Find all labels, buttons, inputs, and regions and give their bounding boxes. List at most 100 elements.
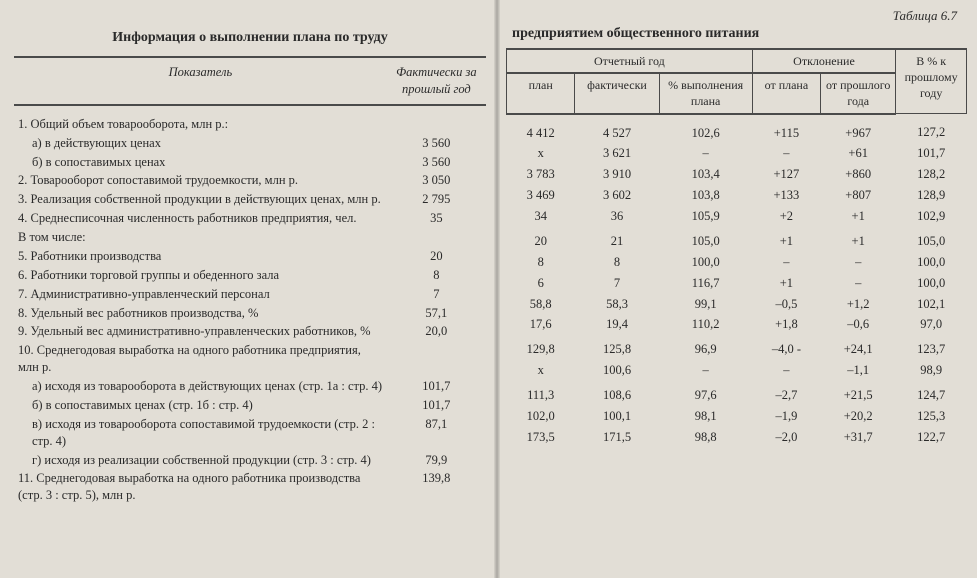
cell-dprev: –0,6 <box>821 314 896 335</box>
row-prev: 20 <box>387 247 486 266</box>
row-prev: 2 795 <box>387 190 486 209</box>
cell-dprev: +1 <box>821 206 896 227</box>
cell-dplan: –2,0 <box>752 427 820 448</box>
row-label: а) в действующих ценах <box>14 134 387 153</box>
row-label: 3. Реализация собственной продукции в де… <box>14 190 387 209</box>
cell-pct: 98,8 <box>659 427 752 448</box>
cell-pct: 116,7 <box>659 273 752 294</box>
hdr-fact: фактически <box>575 73 659 113</box>
cell-plan: 111,3 <box>507 385 575 406</box>
cell-fact: 19,4 <box>575 314 659 335</box>
row-label: 5. Работники производства <box>14 247 387 266</box>
cell-plan: 20 <box>507 231 575 252</box>
right-table: Отчетный год Отклонение В % к прошлому г… <box>506 48 967 448</box>
cell-pprev: 98,9 <box>896 360 967 381</box>
cell-pct: 96,9 <box>659 339 752 360</box>
row-prev: 8 <box>387 266 486 285</box>
hdr-pct-prev: В % к прошлому году <box>896 49 967 114</box>
cell-dplan: +2 <box>752 206 820 227</box>
right-page-title: предприятием общественного питания <box>512 26 967 42</box>
row-prev <box>387 341 486 377</box>
row-prev: 7 <box>387 285 486 304</box>
row-label: а) исходя из товарооборота в действующих… <box>14 377 387 396</box>
row-prev: 20,0 <box>387 322 486 341</box>
cell-dprev: +967 <box>821 114 896 144</box>
row-label: б) в сопоставимых ценах (стр. 1б : стр. … <box>14 396 387 415</box>
cell-dprev: – <box>821 273 896 294</box>
col-fact-prev: Фактически за прошлый год <box>387 57 486 105</box>
cell-fact: 100,1 <box>575 406 659 427</box>
cell-pprev: 124,7 <box>896 385 967 406</box>
cell-pct: 100,0 <box>659 252 752 273</box>
row-prev: 57,1 <box>387 304 486 323</box>
row-prev <box>387 228 486 247</box>
cell-fact: 100,6 <box>575 360 659 381</box>
cell-plan: х <box>507 360 575 381</box>
cell-fact: 8 <box>575 252 659 273</box>
hdr-from-prev: от прошлого года <box>821 73 896 113</box>
cell-pprev: 105,0 <box>896 231 967 252</box>
cell-plan: 102,0 <box>507 406 575 427</box>
cell-dplan: – <box>752 143 820 164</box>
hdr-deviation: Отклонение <box>752 49 896 73</box>
row-label: 11. Среднегодовая выработка на одного ра… <box>14 469 387 505</box>
hdr-pct-plan: % выполнения плана <box>659 73 752 113</box>
row-label: б) в сопоставимых ценах <box>14 153 387 172</box>
cell-fact: 7 <box>575 273 659 294</box>
cell-pct: 105,9 <box>659 206 752 227</box>
cell-dplan: – <box>752 360 820 381</box>
row-label: в) исходя из товарооборота сопоставимой … <box>14 415 387 451</box>
cell-pct: 97,6 <box>659 385 752 406</box>
cell-fact: 58,3 <box>575 294 659 315</box>
cell-plan: 8 <box>507 252 575 273</box>
cell-pct: 110,2 <box>659 314 752 335</box>
cell-pprev: 123,7 <box>896 339 967 360</box>
cell-pprev: 100,0 <box>896 273 967 294</box>
cell-pct: 105,0 <box>659 231 752 252</box>
cell-plan: 173,5 <box>507 427 575 448</box>
table-number: Таблица 6.7 <box>893 8 957 24</box>
cell-dprev: –1,1 <box>821 360 896 381</box>
cell-pprev: 128,9 <box>896 185 967 206</box>
cell-plan: 6 <box>507 273 575 294</box>
cell-pprev: 97,0 <box>896 314 967 335</box>
cell-pct: 102,6 <box>659 114 752 144</box>
cell-fact: 3 910 <box>575 164 659 185</box>
row-label: г) исходя из реализации собственной прод… <box>14 451 387 470</box>
left-page-title: Информация о выполнении плана по труду <box>14 30 486 46</box>
cell-pprev: 125,3 <box>896 406 967 427</box>
cell-dprev: +61 <box>821 143 896 164</box>
cell-fact: 21 <box>575 231 659 252</box>
cell-pct: 98,1 <box>659 406 752 427</box>
hdr-report-year: Отчетный год <box>507 49 753 73</box>
cell-dplan: – <box>752 252 820 273</box>
cell-dplan: +1 <box>752 231 820 252</box>
cell-pprev: 102,1 <box>896 294 967 315</box>
row-prev: 3 560 <box>387 153 486 172</box>
left-table: Показатель Фактически за прошлый год 1. … <box>14 56 486 505</box>
row-prev: 139,8 <box>387 469 486 505</box>
cell-dplan: –1,9 <box>752 406 820 427</box>
cell-pct: 103,8 <box>659 185 752 206</box>
cell-fact: 3 602 <box>575 185 659 206</box>
cell-dprev: – <box>821 252 896 273</box>
cell-pprev: 127,2 <box>896 114 967 144</box>
row-label: 2. Товарооборот сопоставимой трудоемкост… <box>14 171 387 190</box>
row-label: 4. Среднесписочная численность работнико… <box>14 209 387 228</box>
cell-pprev: 101,7 <box>896 143 967 164</box>
cell-plan: 129,8 <box>507 339 575 360</box>
row-label: 9. Удельный вес административно-управлен… <box>14 322 387 341</box>
row-prev: 3 560 <box>387 134 486 153</box>
cell-dprev: +20,2 <box>821 406 896 427</box>
cell-fact: 36 <box>575 206 659 227</box>
col-indicator: Показатель <box>14 57 387 105</box>
cell-plan: 4 412 <box>507 114 575 144</box>
cell-pprev: 128,2 <box>896 164 967 185</box>
cell-plan: х <box>507 143 575 164</box>
row-prev: 35 <box>387 209 486 228</box>
row-label: 10. Среднегодовая выработка на одного ра… <box>14 341 387 377</box>
cell-fact: 108,6 <box>575 385 659 406</box>
cell-dprev: +807 <box>821 185 896 206</box>
cell-pprev: 102,9 <box>896 206 967 227</box>
cell-pct: – <box>659 360 752 381</box>
